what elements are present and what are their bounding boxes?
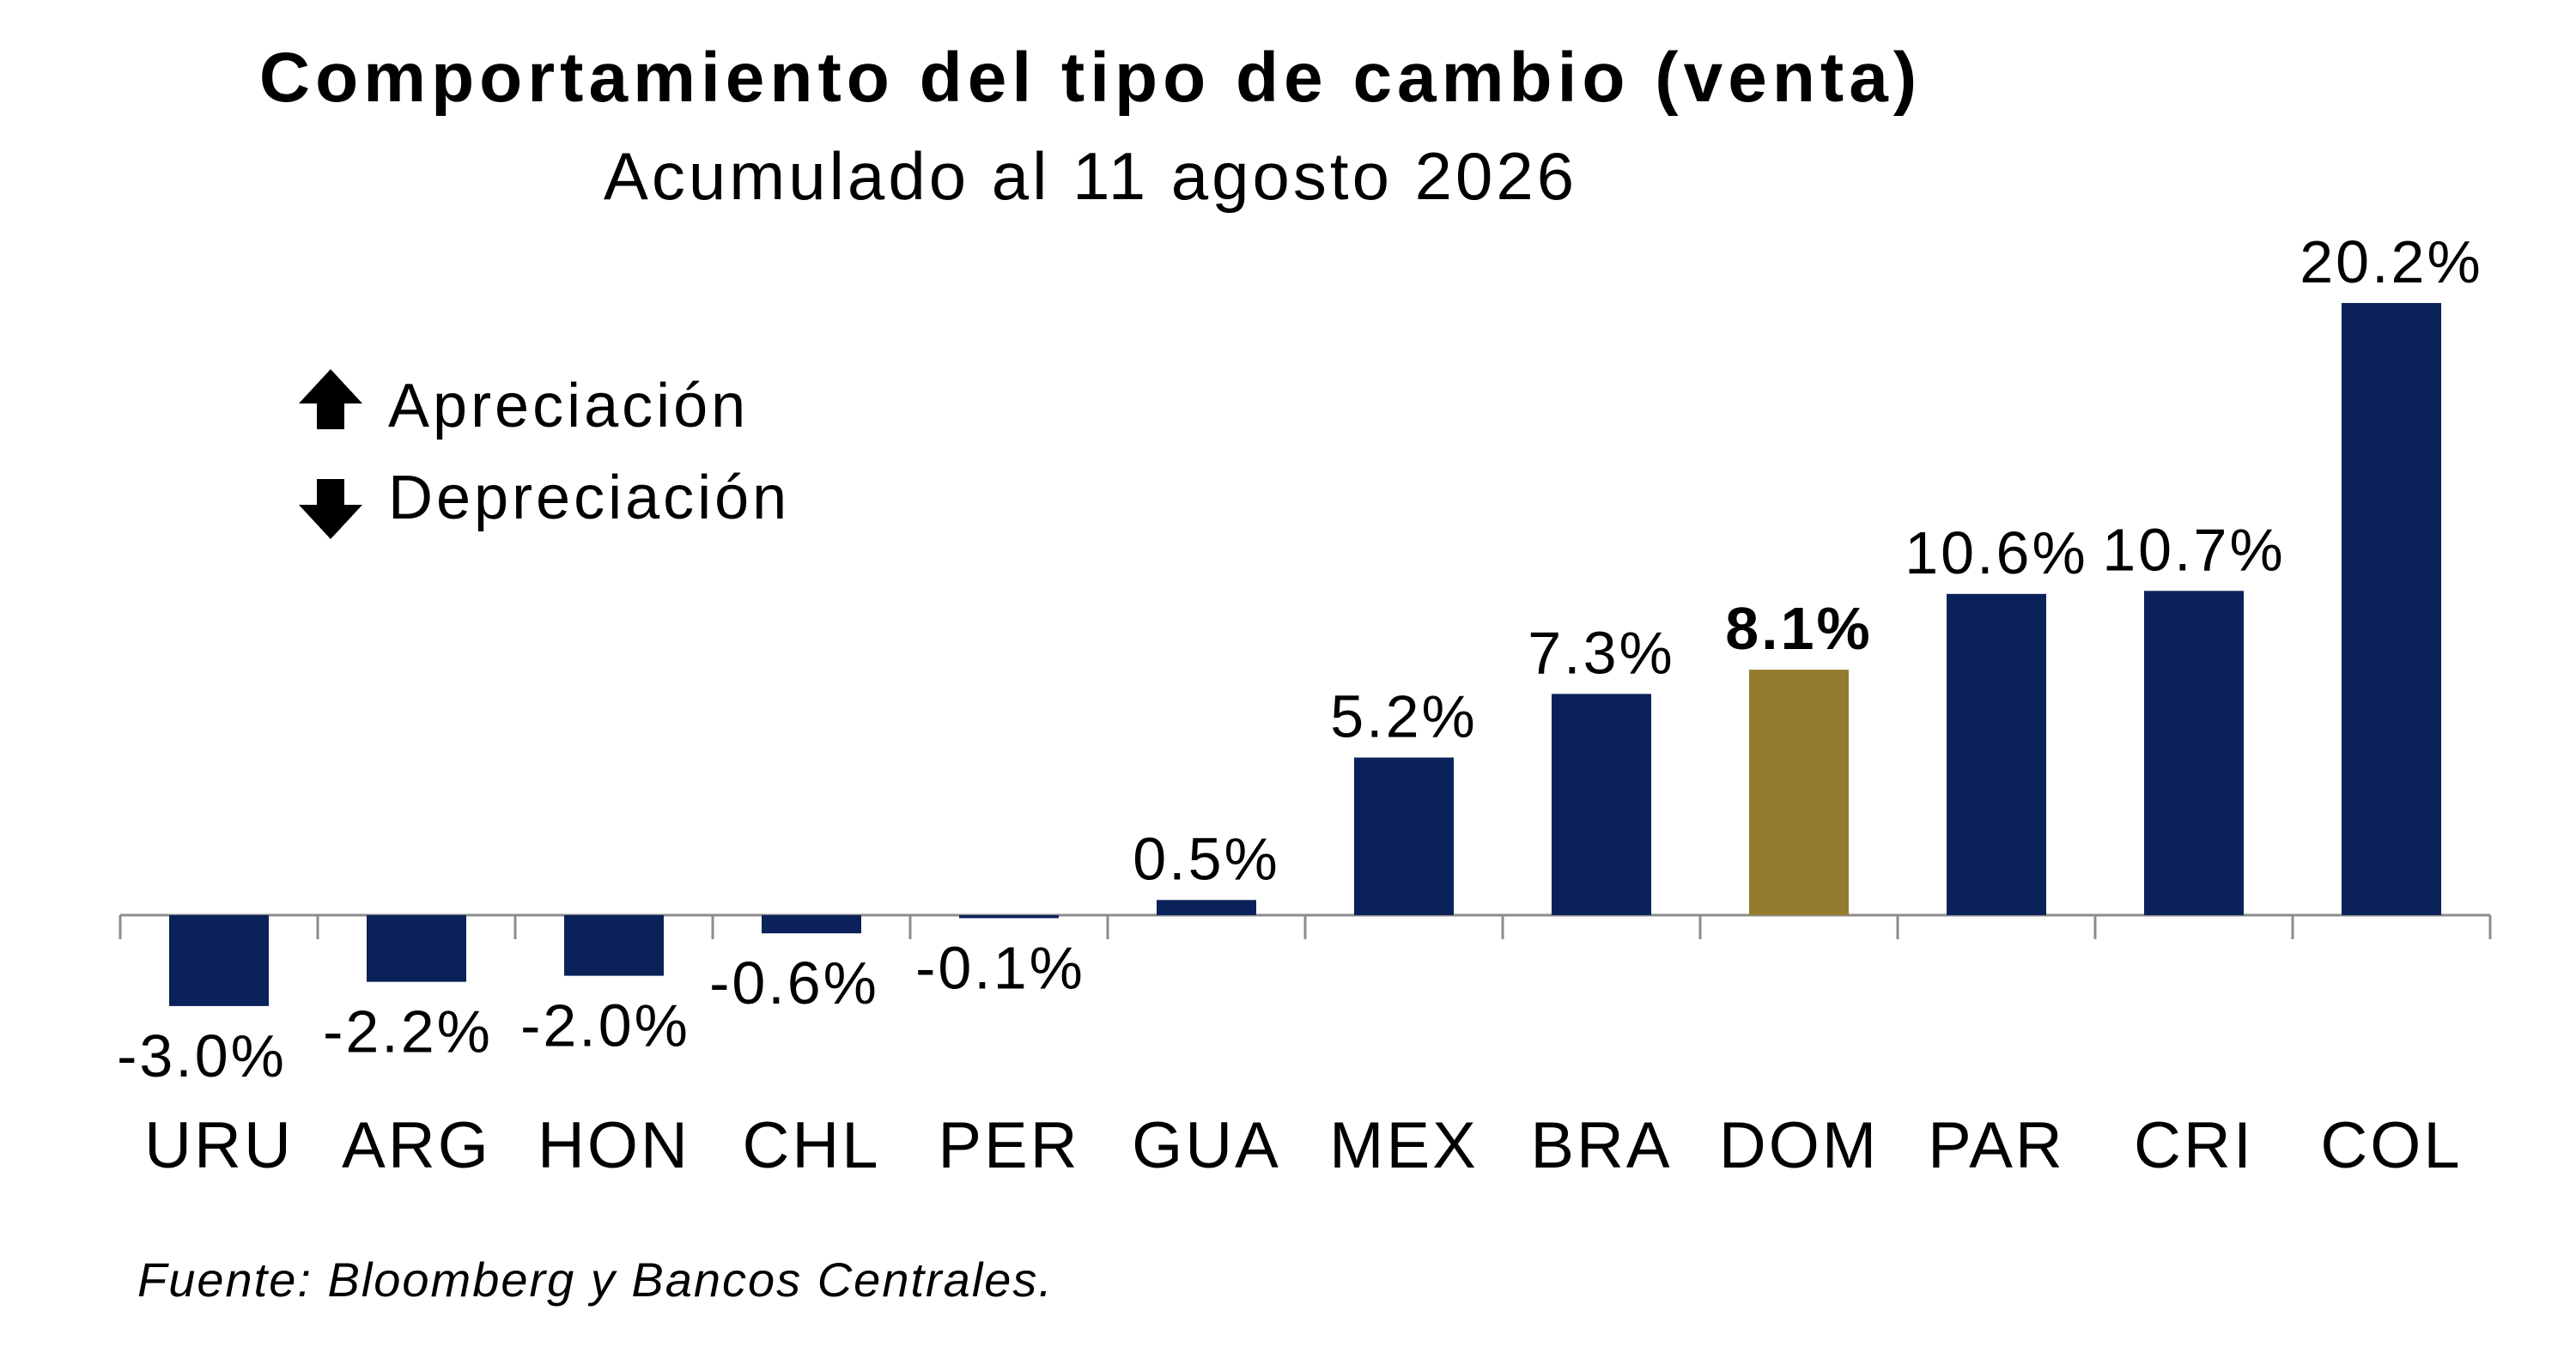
category-label-mex: MEX [1329,1109,1479,1182]
value-label-chl: -0.6% [709,949,879,1016]
category-label-chl: CHL [742,1109,880,1182]
value-label-par: 10.6% [1905,519,2087,586]
bar-bra [1552,694,1651,915]
bar-col [2342,302,2441,915]
category-label-cri: CRI [2134,1109,2254,1182]
source-note: Fuente: Bloomberg y Bancos Centrales. [137,1253,1054,1307]
legend-label-depreciation: Depreciación [388,464,790,532]
category-labels: URU ARG HON CHL PER GUA MEX BRA DOM PAR CRI COL [144,1109,2462,1182]
value-label-arg: -2.2% [323,998,493,1065]
value-label-col: 20.2% [2300,228,2482,295]
bar-par [1947,593,2046,915]
legend-label-appreciation: Apreciación [388,372,749,440]
value-label-bra: 7.3% [1528,619,1675,686]
bar-uru [169,915,269,1006]
bar-mex [1354,757,1454,915]
category-label-gua: GUA [1132,1109,1281,1182]
bar-arg [367,915,466,982]
category-label-uru: URU [144,1109,294,1182]
value-label-cri: 10.7% [2102,516,2285,583]
chart-subtitle: Acumulado al 11 agosto 2026 [604,138,1577,214]
bar-hon [564,915,664,976]
category-label-dom: DOM [1719,1109,1879,1182]
category-label-par: PAR [1928,1109,2065,1182]
value-label-per: -0.1% [915,935,1085,1002]
value-label-mex: 5.2% [1330,682,1478,749]
legend: Apreciación Depreciación [299,369,790,539]
arrow-up-icon [299,369,362,429]
bar-chl [762,915,861,934]
value-label-uru: -3.0% [117,1022,287,1089]
bar-per [959,915,1059,919]
bar-gua [1157,900,1256,915]
bar-cri [2144,591,2244,915]
arrow-down-icon [299,479,362,539]
chart-title: Comportamiento del tipo de cambio (venta… [259,39,1922,117]
category-label-per: PER [938,1109,1079,1182]
value-labels: -3.0% -2.2% -2.0% -0.6% -0.1% 0.5% 5.2% 7.3% 8.1… [117,228,2482,1089]
bar-dom [1749,670,1849,915]
x-axis [118,913,2492,939]
bars [169,302,2441,1006]
category-label-arg: ARG [342,1109,491,1182]
category-label-bra: BRA [1530,1109,1672,1182]
value-label-gua: 0.5% [1133,825,1280,892]
category-label-hon: HON [538,1109,690,1182]
category-label-col: COL [2320,1109,2462,1182]
value-label-hon: -2.0% [520,992,690,1059]
value-label-dom: 8.1% [1725,595,1873,662]
